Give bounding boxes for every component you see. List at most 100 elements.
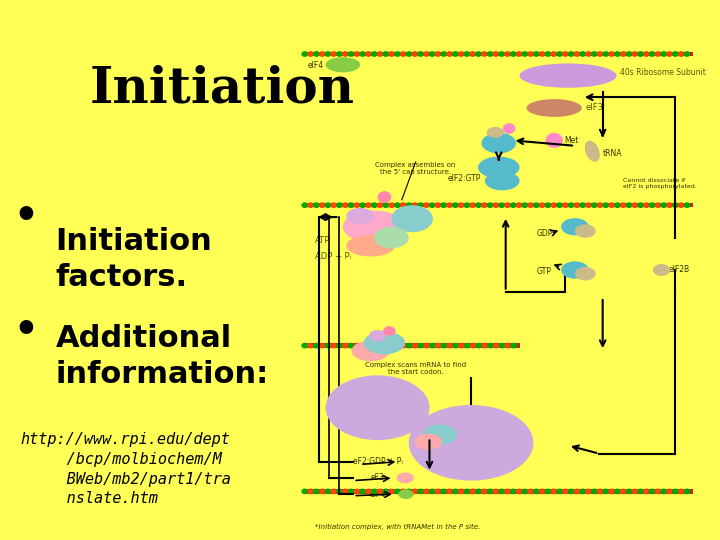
Circle shape [476,489,481,494]
Circle shape [678,203,684,207]
Ellipse shape [325,57,360,72]
Circle shape [522,489,528,494]
Circle shape [348,343,354,348]
Circle shape [505,489,510,494]
Circle shape [377,343,383,348]
Circle shape [487,489,493,494]
Circle shape [621,52,626,56]
Circle shape [568,203,574,207]
Circle shape [325,343,330,348]
Circle shape [331,343,336,348]
Circle shape [325,203,330,207]
Circle shape [667,203,672,207]
Circle shape [539,489,545,494]
Text: 60s Ribosome Subunit: 60s Ribosome Subunit [338,409,417,415]
Circle shape [470,52,475,56]
Circle shape [418,343,423,348]
Circle shape [649,203,655,207]
Circle shape [551,52,557,56]
Circle shape [493,52,499,56]
Circle shape [429,489,435,494]
Circle shape [389,52,395,56]
Circle shape [325,489,330,494]
Ellipse shape [520,64,616,87]
Circle shape [459,343,464,348]
Circle shape [476,203,481,207]
Circle shape [372,52,377,56]
Circle shape [499,203,505,207]
Circle shape [389,343,395,348]
Circle shape [423,52,429,56]
Circle shape [320,203,325,207]
Circle shape [377,52,383,56]
Circle shape [638,489,644,494]
Circle shape [482,203,487,207]
Text: •: • [14,310,39,348]
Circle shape [343,52,348,56]
Circle shape [308,203,313,207]
Circle shape [320,489,325,494]
Circle shape [621,489,626,494]
Circle shape [412,489,418,494]
Circle shape [493,343,499,348]
Circle shape [516,52,522,56]
Circle shape [453,343,459,348]
Circle shape [320,343,325,348]
Circle shape [516,203,522,207]
Circle shape [510,52,516,56]
Circle shape [568,52,574,56]
Circle shape [314,52,319,56]
Circle shape [562,52,568,56]
Circle shape [672,203,678,207]
Circle shape [557,489,562,494]
Ellipse shape [409,405,534,481]
Text: GDP: GDP [537,229,553,238]
Circle shape [644,489,649,494]
Circle shape [429,203,435,207]
Text: eIF3: eIF3 [585,104,603,112]
Circle shape [447,52,452,56]
Circle shape [632,489,638,494]
Ellipse shape [575,267,595,281]
Circle shape [545,52,551,56]
Ellipse shape [374,227,409,248]
Circle shape [337,489,342,494]
Ellipse shape [325,375,430,440]
Circle shape [395,52,400,56]
Circle shape [400,52,406,56]
Circle shape [580,489,585,494]
Circle shape [603,489,608,494]
Circle shape [626,52,631,56]
Circle shape [424,343,429,348]
Ellipse shape [546,133,563,148]
Text: ADP + Pᵢ: ADP + Pᵢ [315,252,351,261]
Text: GTP: GTP [537,267,552,275]
Circle shape [395,489,400,494]
Circle shape [598,52,603,56]
Text: Initiation
factors.: Initiation factors. [55,227,212,292]
Circle shape [609,52,614,56]
Circle shape [638,203,644,207]
Circle shape [586,203,591,207]
Circle shape [661,203,667,207]
Circle shape [337,203,342,207]
Circle shape [678,489,684,494]
Text: *Initiation complex, with tRNAMet in the P site.: *Initiation complex, with tRNAMet in the… [315,523,480,530]
Circle shape [354,52,360,56]
Circle shape [453,52,458,56]
Circle shape [557,52,562,56]
Circle shape [562,489,568,494]
Circle shape [522,203,528,207]
Circle shape [684,203,690,207]
Circle shape [557,203,562,207]
Circle shape [551,203,557,207]
Circle shape [400,203,406,207]
Circle shape [441,203,446,207]
Circle shape [337,52,342,56]
Circle shape [470,489,475,494]
Circle shape [603,52,608,56]
Circle shape [383,203,389,207]
Text: Additional
information:: Additional information: [55,324,269,389]
Text: Complex assembles on
the 5' cap structure.: Complex assembles on the 5' cap structur… [375,162,456,175]
Ellipse shape [377,191,392,203]
